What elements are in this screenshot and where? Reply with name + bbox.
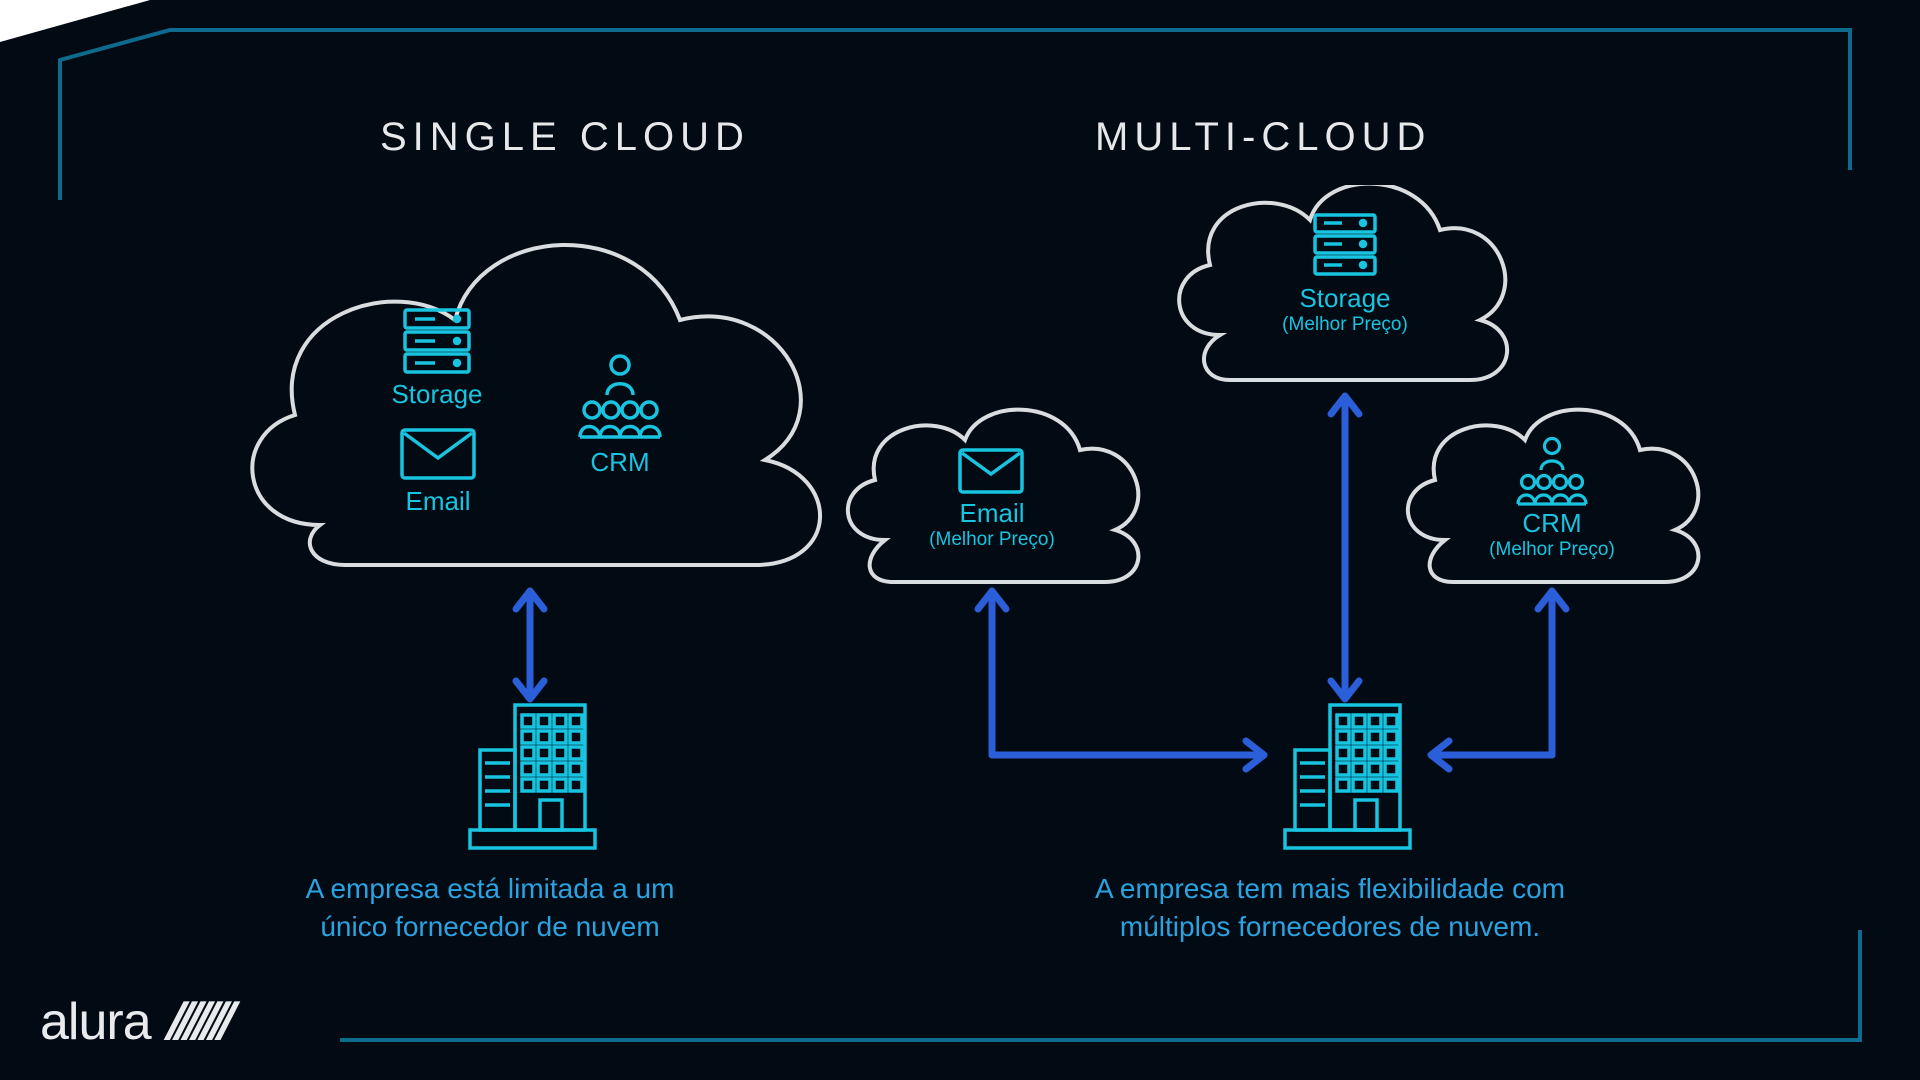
caption-line: único fornecedor de nuvem	[320, 911, 659, 942]
email-sublabel: (Melhor Preço)	[929, 529, 1055, 550]
multi-cloud-caption: A empresa tem mais flexibilidade com múl…	[1040, 870, 1620, 946]
alura-logo: alura ///////	[40, 992, 228, 1052]
email-label: Email	[405, 486, 470, 516]
storage-label: Storage	[391, 379, 482, 409]
storage-label: Storage	[1299, 283, 1390, 313]
logo-slashes: ///////	[159, 992, 238, 1052]
single-cloud-title: SINGLE CLOUD	[380, 115, 750, 160]
caption-line: A empresa está limitada a um	[306, 873, 675, 904]
caption-line: múltiplos fornecedores de nuvem.	[1120, 911, 1540, 942]
crm-sublabel: (Melhor Preço)	[1489, 539, 1615, 560]
multi-cloud-title: MULTI-CLOUD	[1095, 115, 1431, 160]
crm-label: CRM	[1522, 508, 1581, 538]
crm-label: CRM	[590, 447, 649, 477]
single-cloud-caption: A empresa está limitada a um único forne…	[260, 870, 720, 946]
email-label: Email	[959, 498, 1024, 528]
single-cloud-diagram: Storage Email CRM	[180, 185, 880, 945]
caption-line: A empresa tem mais flexibilidade com	[1095, 873, 1565, 904]
logo-word: alura	[40, 992, 151, 1052]
multi-cloud-diagram: Storage (Melhor Preço) Email (Melhor Pre…	[830, 185, 1730, 945]
storage-sublabel: (Melhor Preço)	[1282, 314, 1408, 335]
